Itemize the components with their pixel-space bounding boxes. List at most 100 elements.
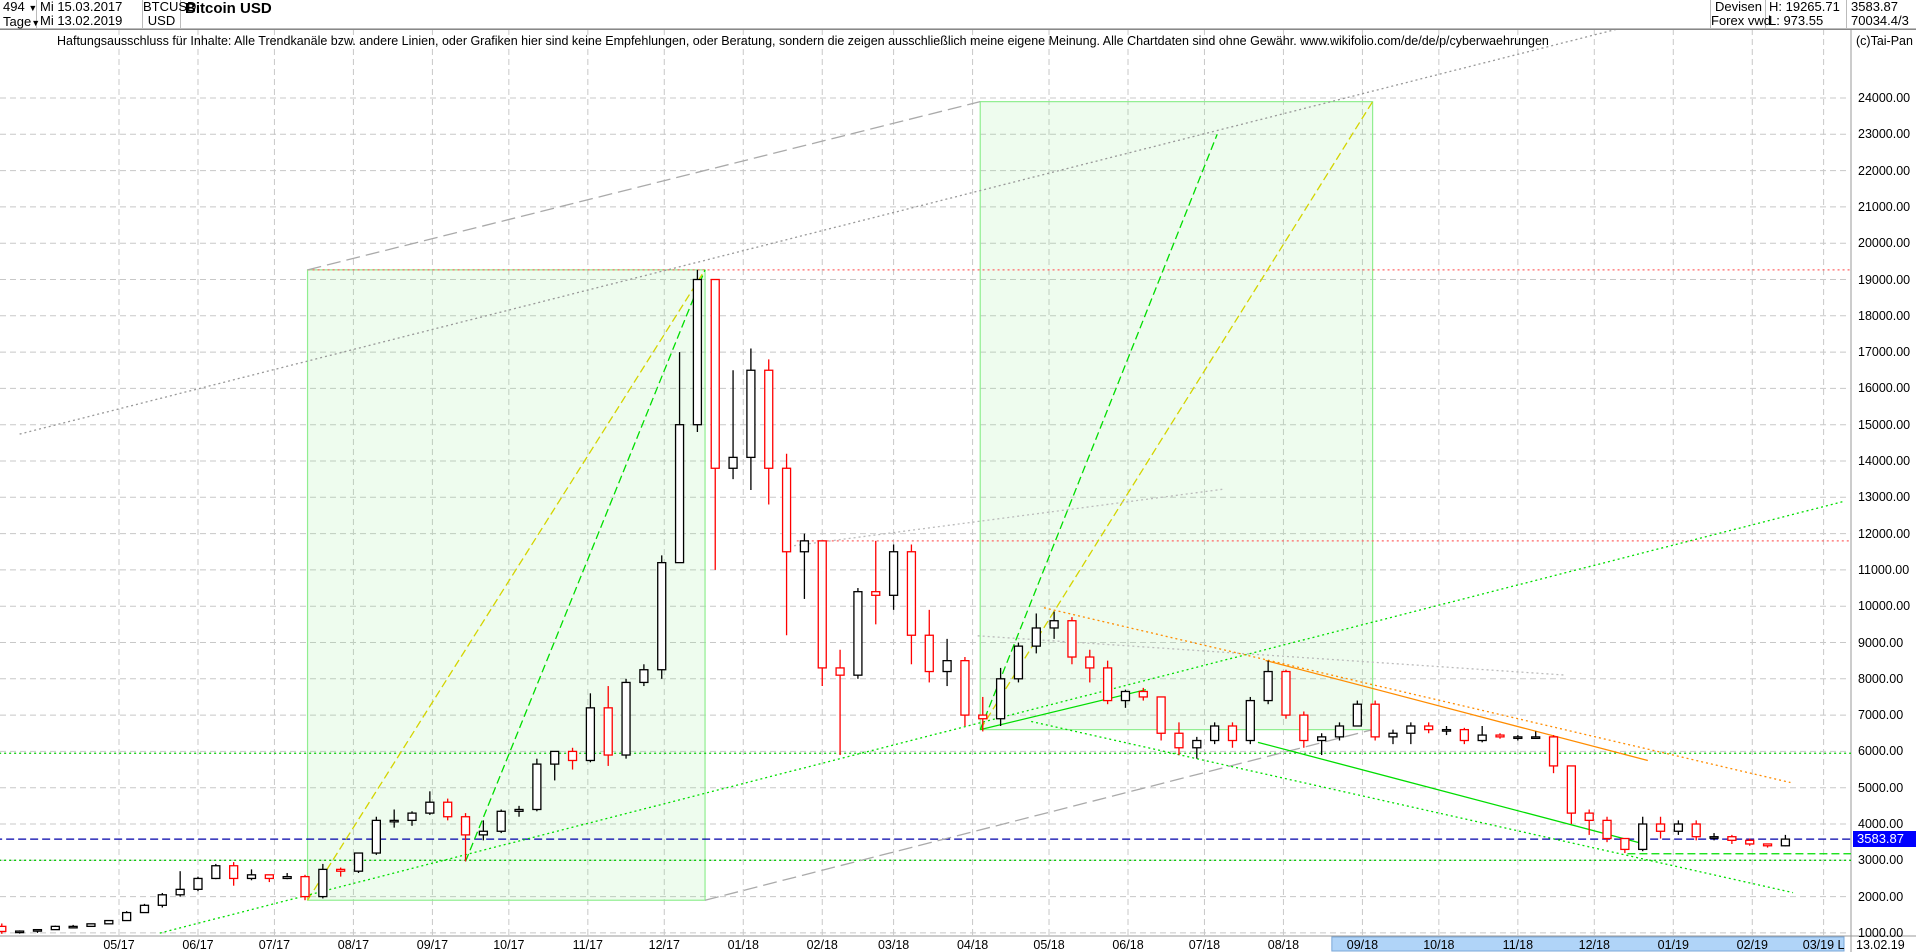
- period-dropdown[interactable]: Tage▼: [3, 14, 41, 29]
- candle: [407, 812, 417, 822]
- candle: [1691, 823, 1701, 838]
- y-tick-label: 23000.00: [1858, 127, 1911, 142]
- source: Forex vwd: [1711, 13, 1771, 28]
- candle: [1762, 843, 1773, 847]
- y-tick-label: 7000.00: [1858, 708, 1904, 723]
- x-tick-label: 06/18: [1112, 938, 1144, 952]
- period-selectors[interactable]: 494 ▼ Tage▼: [0, 0, 41, 29]
- symbol: BTCUSD: [143, 0, 197, 14]
- candle: [1780, 838, 1791, 847]
- y-tick-label: 3000.00: [1858, 853, 1904, 868]
- candle: [1745, 839, 1755, 845]
- y-tick-label: 6000.00: [1858, 744, 1904, 759]
- candle: [1620, 837, 1630, 851]
- x-tick-label: 08/17: [337, 938, 370, 952]
- candle: [871, 591, 881, 596]
- x-tick-label: 06/17: [182, 938, 214, 952]
- copyright: (c)Tai-Pan: [1856, 34, 1913, 48]
- candle: [193, 877, 203, 890]
- candle: [1495, 734, 1505, 738]
- volume: 70034.4/3: [1851, 13, 1909, 28]
- y-tick-label: 8000.00: [1858, 671, 1904, 686]
- high-value: H: 19265.71: [1769, 0, 1840, 14]
- candle: [817, 540, 827, 669]
- candle: [1388, 732, 1398, 738]
- candle: [532, 763, 542, 811]
- candle: [443, 801, 453, 818]
- x-tick-label: 09/18: [1346, 938, 1379, 952]
- candle: [496, 810, 506, 832]
- trendline: [1265, 659, 1648, 762]
- x-tick-label: 08/18: [1267, 938, 1300, 952]
- candle: [1102, 667, 1113, 702]
- candle: [1548, 736, 1559, 767]
- y-tick-label: 14000.00: [1858, 454, 1911, 468]
- low-value: L: 973.55: [1769, 13, 1824, 28]
- candle: [942, 660, 952, 673]
- currency: USD: [147, 13, 176, 28]
- category: Devisen: [1715, 0, 1762, 14]
- x-tick-label: 01/18: [727, 938, 759, 952]
- candle: [567, 750, 578, 762]
- plot-area: [0, 29, 1851, 934]
- candle: [1227, 725, 1238, 742]
- x-tick-label: 03/19 L: [1802, 938, 1845, 952]
- trendline: [464, 269, 706, 862]
- candle: [1459, 728, 1469, 742]
- candle: [139, 904, 150, 914]
- candle: [1727, 836, 1737, 841]
- candle: [1049, 620, 1059, 629]
- candle: [835, 667, 845, 676]
- candle: [371, 819, 381, 854]
- disclaimer-text: Haftungsausschluss für Inhalte: Alle Tre…: [57, 34, 1549, 48]
- candle: [1209, 725, 1220, 742]
- candle: [1673, 823, 1684, 832]
- candle: [50, 925, 60, 931]
- candle: [1174, 732, 1184, 749]
- candle: [514, 808, 524, 812]
- candle: [425, 801, 435, 814]
- candle: [1263, 670, 1273, 702]
- candle: [1602, 819, 1612, 840]
- candle: [1441, 728, 1452, 732]
- candle: [710, 278, 720, 469]
- candle: [1156, 696, 1166, 734]
- candle: [389, 819, 399, 823]
- x-tick-label: 07/17: [258, 938, 291, 952]
- x-tick-label: 11/17: [572, 938, 604, 952]
- x-tick-label: 04/18: [956, 938, 989, 952]
- candle: [906, 551, 917, 636]
- candle: [246, 874, 257, 880]
- candle: [1031, 627, 1041, 647]
- candle: [1334, 725, 1345, 738]
- market-cell: Devisen Forex vwd: [1711, 0, 1771, 29]
- title-cell: Bitcoin USD: [181, 0, 1711, 29]
- chevron-down-icon: ▼: [31, 18, 41, 28]
- x-tick-label: 10/18: [1423, 938, 1455, 952]
- candle: [995, 678, 1006, 720]
- y-tick-label: 24000.00: [1858, 91, 1911, 105]
- candle: [888, 551, 899, 596]
- candle: [1192, 739, 1202, 749]
- candle: [1067, 620, 1077, 658]
- candle: [1638, 823, 1648, 851]
- trendline: [979, 134, 1218, 730]
- candle: [353, 852, 364, 872]
- trendline: [307, 269, 706, 901]
- symbol-cell: BTCUSD USD: [143, 0, 197, 29]
- candle: [639, 669, 649, 684]
- last-cell: 3583.87 70034.4/3: [1847, 0, 1916, 29]
- count-dropdown[interactable]: 494 ▼: [3, 0, 38, 14]
- high-low-cell: H: 19265.71 L: 973.55: [1766, 0, 1847, 29]
- candle: [282, 875, 292, 880]
- candle: [657, 561, 667, 671]
- chart-title: Bitcoin USD: [185, 0, 272, 17]
- y-tick-label: 19000.00: [1858, 272, 1911, 287]
- trendline: [1031, 720, 1794, 894]
- candle: [1245, 699, 1255, 742]
- y-tick-label: 20000.00: [1858, 236, 1911, 251]
- candle: [1406, 725, 1416, 734]
- candle: [1352, 703, 1362, 727]
- x-tick-label: 07/18: [1188, 938, 1221, 952]
